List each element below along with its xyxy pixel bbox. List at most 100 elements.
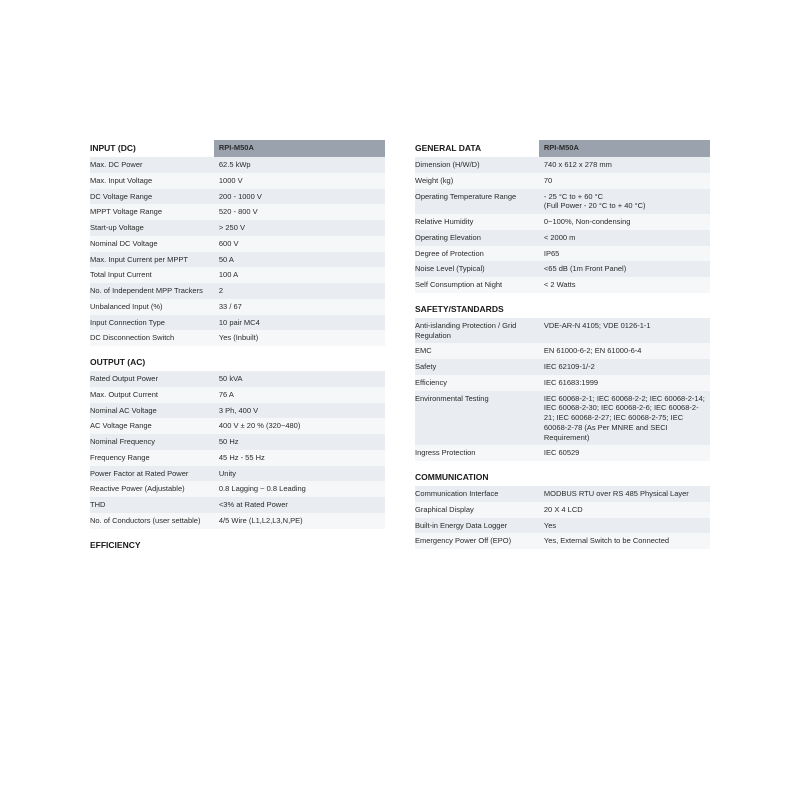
spec-value: 50 kVA <box>214 371 385 387</box>
spec-row: Ingress ProtectionIEC 60529 <box>415 445 710 461</box>
spec-value: 0~100%, Non-condensing <box>539 214 710 230</box>
spec-value: 4/5 Wire (L1,L2,L3,N,PE) <box>214 513 385 529</box>
spec-label: Operating Elevation <box>415 230 539 246</box>
spec-label: Operating Temperature Range <box>415 189 539 215</box>
spec-value: 45 Hz - 55 Hz <box>214 450 385 466</box>
spec-label: Dimension (H/W/D) <box>415 157 539 173</box>
spec-row: Self Consumption at Night< 2 Watts <box>415 277 710 293</box>
spec-row: No. of Independent MPP Trackers2 <box>90 283 385 299</box>
right-column: GENERAL DATARPI-M50ADimension (H/W/D)740… <box>415 140 710 554</box>
spec-value: 20 X 4 LCD <box>539 502 710 518</box>
spec-row: Input Connection Type10 pair MC4 <box>90 315 385 331</box>
spec-label: EMC <box>415 343 539 359</box>
model-header: RPI-M50A <box>539 140 710 157</box>
spec-value: 2 <box>214 283 385 299</box>
spec-label: AC Voltage Range <box>90 418 214 434</box>
spec-label: Noise Level (Typical) <box>415 261 539 277</box>
spec-row: No. of Conductors (user settable)4/5 Wir… <box>90 513 385 529</box>
spec-label: Communication Interface <box>415 486 539 502</box>
model-header: RPI-M50A <box>214 140 385 157</box>
section-title: SAFETY/STANDARDS <box>415 301 539 318</box>
spec-label: Reactive Power (Adjustable) <box>90 481 214 497</box>
spec-label: Power Factor at Rated Power <box>90 466 214 482</box>
spec-row: Built-in Energy Data LoggerYes <box>415 518 710 534</box>
spec-row: Max. DC Power62.5 kWp <box>90 157 385 173</box>
spec-value: 33 / 67 <box>214 299 385 315</box>
spec-value: IP65 <box>539 246 710 262</box>
spec-value: 50 Hz <box>214 434 385 450</box>
spec-label: Nominal Frequency <box>90 434 214 450</box>
spec-value: IEC 60529 <box>539 445 710 461</box>
spec-row: Environmental TestingIEC 60068-2-1; IEC … <box>415 391 710 446</box>
section-title: EFFICIENCY <box>90 537 214 554</box>
spec-label: MPPT Voltage Range <box>90 204 214 220</box>
spec-row: Rated Output Power50 kVA <box>90 371 385 387</box>
spec-value: 1000 V <box>214 173 385 189</box>
spec-label: Relative Humidity <box>415 214 539 230</box>
spec-label: DC Disconnection Switch <box>90 330 214 346</box>
spec-row: Nominal Frequency50 Hz <box>90 434 385 450</box>
left-column: INPUT (DC)RPI-M50AMax. DC Power62.5 kWpM… <box>90 140 385 554</box>
spec-label: Graphical Display <box>415 502 539 518</box>
spec-value: 600 V <box>214 236 385 252</box>
spec-row: SafetyIEC 62109-1/-2 <box>415 359 710 375</box>
spec-label: Environmental Testing <box>415 391 539 446</box>
spec-sheet: INPUT (DC)RPI-M50AMax. DC Power62.5 kWpM… <box>90 140 710 554</box>
spec-section: EFFICIENCY <box>90 537 385 554</box>
spec-row: Nominal AC Voltage3 Ph, 400 V <box>90 403 385 419</box>
spec-row: EMCEN 61000-6-2; EN 61000-6-4 <box>415 343 710 359</box>
spec-value: 76 A <box>214 387 385 403</box>
spec-row: Relative Humidity0~100%, Non-condensing <box>415 214 710 230</box>
spec-row: DC Disconnection SwitchYes (Inbuilt) <box>90 330 385 346</box>
spec-label: Emergency Power Off (EPO) <box>415 533 539 549</box>
spec-row: Weight (kg)70 <box>415 173 710 189</box>
spec-row: THD<3% at Rated Power <box>90 497 385 513</box>
spec-row: Reactive Power (Adjustable)0.8 Lagging ~… <box>90 481 385 497</box>
spec-value: 520 - 800 V <box>214 204 385 220</box>
spec-value: < 2000 m <box>539 230 710 246</box>
spec-row: Operating Elevation< 2000 m <box>415 230 710 246</box>
spec-value: 740 x 612 x 278 mm <box>539 157 710 173</box>
spec-row: Communication InterfaceMODBUS RTU over R… <box>415 486 710 502</box>
spec-label: Frequency Range <box>90 450 214 466</box>
spec-value: Yes, External Switch to be Connected <box>539 533 710 549</box>
spec-label: Built-in Energy Data Logger <box>415 518 539 534</box>
spec-label: Ingress Protection <box>415 445 539 461</box>
spec-label: Max. Input Current per MPPT <box>90 252 214 268</box>
spec-row: Anti-islanding Protection / Grid Regulat… <box>415 318 710 344</box>
spec-value: IEC 61683:1999 <box>539 375 710 391</box>
spec-row: Graphical Display20 X 4 LCD <box>415 502 710 518</box>
spec-label: Max. DC Power <box>90 157 214 173</box>
spec-row: Start-up Voltage> 250 V <box>90 220 385 236</box>
spec-value: > 250 V <box>214 220 385 236</box>
spec-label: Nominal AC Voltage <box>90 403 214 419</box>
spec-label: Self Consumption at Night <box>415 277 539 293</box>
spec-section: OUTPUT (AC)Rated Output Power50 kVAMax. … <box>90 354 385 529</box>
spec-section: COMMUNICATIONCommunication InterfaceMODB… <box>415 469 710 549</box>
spec-section: SAFETY/STANDARDSAnti-islanding Protectio… <box>415 301 710 461</box>
spec-row: Unbalanced Input (%)33 / 67 <box>90 299 385 315</box>
spec-label: Unbalanced Input (%) <box>90 299 214 315</box>
spec-row: Power Factor at Rated PowerUnity <box>90 466 385 482</box>
spec-label: No. of Independent MPP Trackers <box>90 283 214 299</box>
spec-value: 10 pair MC4 <box>214 315 385 331</box>
spec-label: Start-up Voltage <box>90 220 214 236</box>
spec-section: INPUT (DC)RPI-M50AMax. DC Power62.5 kWpM… <box>90 140 385 346</box>
section-title: OUTPUT (AC) <box>90 354 214 371</box>
spec-value: 400 V ± 20 % (320~480) <box>214 418 385 434</box>
spec-value: 200 - 1000 V <box>214 189 385 205</box>
spec-label: Anti-islanding Protection / Grid Regulat… <box>415 318 539 344</box>
spec-value: - 25 °C to + 60 °C (Full Power - 20 °C t… <box>539 189 710 215</box>
spec-value: MODBUS RTU over RS 485 Physical Layer <box>539 486 710 502</box>
spec-row: Nominal DC Voltage600 V <box>90 236 385 252</box>
spec-row: Degree of ProtectionIP65 <box>415 246 710 262</box>
spec-label: DC Voltage Range <box>90 189 214 205</box>
spec-value: IEC 60068-2-1; IEC 60068-2-2; IEC 60068-… <box>539 391 710 446</box>
spec-label: Total Input Current <box>90 267 214 283</box>
spec-label: Efficiency <box>415 375 539 391</box>
spec-row: Emergency Power Off (EPO)Yes, External S… <box>415 533 710 549</box>
spec-row: Frequency Range45 Hz - 55 Hz <box>90 450 385 466</box>
spec-value: 62.5 kWp <box>214 157 385 173</box>
spec-value: <65 dB (1m Front Panel) <box>539 261 710 277</box>
spec-label: Max. Input Voltage <box>90 173 214 189</box>
